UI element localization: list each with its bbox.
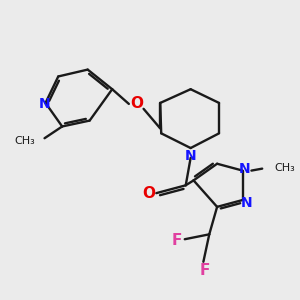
Text: CH₃: CH₃ [14,136,35,146]
Text: CH₃: CH₃ [274,163,295,172]
Text: N: N [185,149,197,163]
Text: O: O [130,96,143,111]
Text: N: N [239,162,250,176]
Text: F: F [199,263,209,278]
Text: F: F [172,233,182,248]
Text: O: O [142,186,155,201]
Text: N: N [39,97,50,111]
Text: N: N [241,196,252,210]
